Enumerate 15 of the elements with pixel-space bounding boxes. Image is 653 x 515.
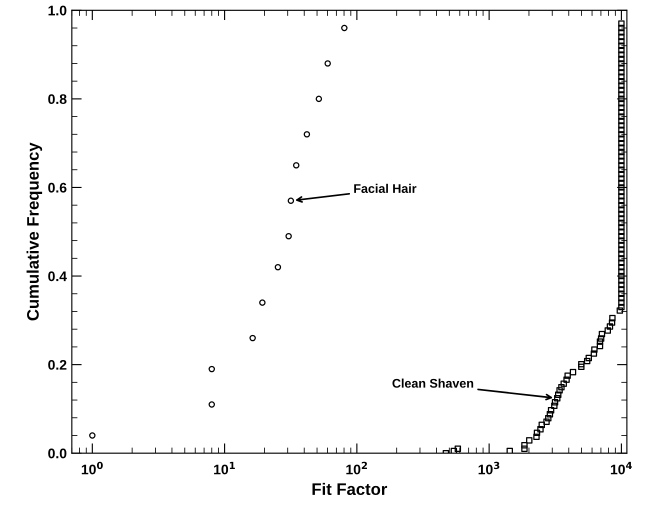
x-tick-label: 10$^{0}$	[82, 462, 103, 474]
x-tick-label: 10$^{4}$	[610, 462, 632, 474]
y-tick-label: 0.0	[48, 448, 66, 458]
y-axis-title: Cumulative Frequency	[26, 142, 42, 320]
annotation: Clean Shaven	[392, 378, 474, 388]
y-tick-label: 0.4	[48, 271, 67, 282]
annotation: Facial Hair	[354, 184, 416, 193]
x-tick-label: 10$^{3}$	[478, 462, 500, 474]
x-tick-label: 10$^{2}$	[346, 462, 367, 474]
y-tick-label: 0.6	[48, 182, 66, 193]
y-tick-label: 0.2	[48, 360, 66, 370]
x-tick-label: 10$^{1}$	[214, 462, 235, 474]
x-axis-title: Fit Factor	[312, 482, 388, 496]
y-tick-label: 0.8	[48, 94, 67, 104]
y-tick-label: 1.0	[48, 6, 66, 16]
